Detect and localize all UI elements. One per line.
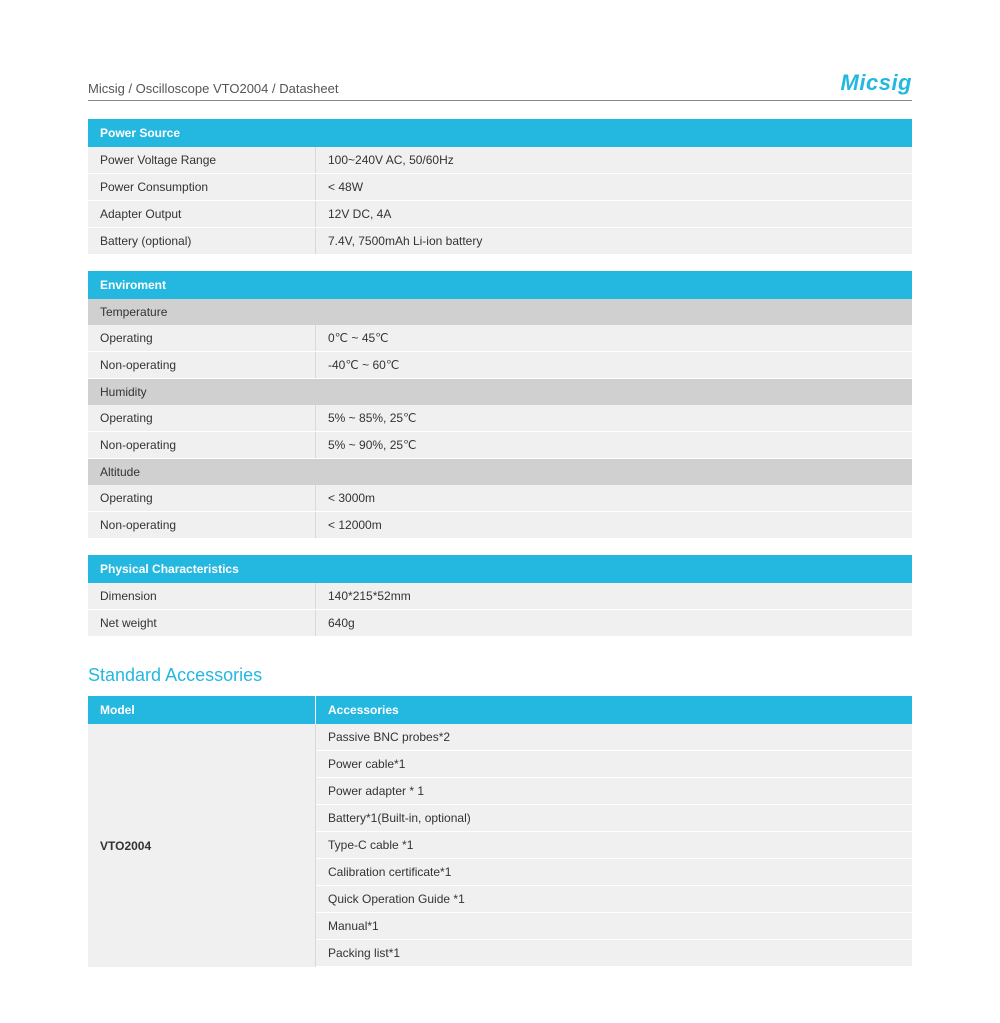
- row-label: Adapter Output: [88, 201, 316, 227]
- table-row: Non-operating -40℃ ~ 60℃: [88, 352, 912, 379]
- row-value: < 12000m: [316, 512, 912, 538]
- list-item: Power cable*1: [316, 751, 912, 778]
- row-label: Operating: [88, 485, 316, 511]
- row-label: Power Voltage Range: [88, 147, 316, 173]
- row-value: -40℃ ~ 60℃: [316, 352, 912, 378]
- column-header-model: Model: [88, 696, 316, 724]
- section-title-accessories: Standard Accessories: [88, 665, 912, 686]
- row-value: 100~240V AC, 50/60Hz: [316, 147, 912, 173]
- row-value: < 48W: [316, 174, 912, 200]
- list-item: Type-C cable *1: [316, 832, 912, 859]
- section-accessories: Model Accessories VTO2004 Passive BNC pr…: [88, 696, 912, 967]
- section-header-power: Power Source: [88, 119, 912, 147]
- breadcrumb: Micsig / Oscilloscope VTO2004 / Datashee…: [88, 81, 339, 96]
- table-row: Operating 5% ~ 85%, 25℃: [88, 405, 912, 432]
- section-environment: Enviroment Temperature Operating 0℃ ~ 45…: [88, 271, 912, 539]
- list-item: Passive BNC probes*2: [316, 724, 912, 751]
- sub-header-humidity: Humidity: [88, 379, 912, 405]
- list-item: Quick Operation Guide *1: [316, 886, 912, 913]
- table-row: Power Voltage Range 100~240V AC, 50/60Hz: [88, 147, 912, 174]
- section-power: Power Source Power Voltage Range 100~240…: [88, 119, 912, 255]
- table-row: Non-operating 5% ~ 90%, 25℃: [88, 432, 912, 459]
- row-label: Power Consumption: [88, 174, 316, 200]
- sub-header-altitude: Altitude: [88, 459, 912, 485]
- row-label: Battery (optional): [88, 228, 316, 254]
- row-value: 640g: [316, 610, 912, 636]
- row-label: Non-operating: [88, 512, 316, 538]
- row-label: Dimension: [88, 583, 316, 609]
- row-value: 140*215*52mm: [316, 583, 912, 609]
- section-header-environment: Enviroment: [88, 271, 912, 299]
- list-item: Battery*1(Built-in, optional): [316, 805, 912, 832]
- column-header-accessories: Accessories: [316, 696, 912, 724]
- row-value: 5% ~ 90%, 25℃: [316, 432, 912, 458]
- row-value: 12V DC, 4A: [316, 201, 912, 227]
- row-value: 7.4V, 7500mAh Li-ion battery: [316, 228, 912, 254]
- accessories-items: Passive BNC probes*2 Power cable*1 Power…: [316, 724, 912, 967]
- table-row: Net weight 640g: [88, 610, 912, 637]
- table-row: Operating < 3000m: [88, 485, 912, 512]
- list-item: Power adapter * 1: [316, 778, 912, 805]
- accessories-header: Model Accessories: [88, 696, 912, 724]
- row-label: Non-operating: [88, 352, 316, 378]
- brand-logo: Micsig: [841, 70, 912, 96]
- section-header-physical: Physical Characteristics: [88, 555, 912, 583]
- table-row: Dimension 140*215*52mm: [88, 583, 912, 610]
- table-row: Adapter Output 12V DC, 4A: [88, 201, 912, 228]
- table-row: Operating 0℃ ~ 45℃: [88, 325, 912, 352]
- page-header: Micsig / Oscilloscope VTO2004 / Datashee…: [88, 70, 912, 101]
- sub-header-temperature: Temperature: [88, 299, 912, 325]
- model-cell: VTO2004: [88, 724, 316, 967]
- table-row: Battery (optional) 7.4V, 7500mAh Li-ion …: [88, 228, 912, 255]
- row-value: 0℃ ~ 45℃: [316, 325, 912, 351]
- list-item: Packing list*1: [316, 940, 912, 967]
- row-value: 5% ~ 85%, 25℃: [316, 405, 912, 431]
- row-label: Operating: [88, 325, 316, 351]
- row-label: Non-operating: [88, 432, 316, 458]
- row-value: < 3000m: [316, 485, 912, 511]
- section-physical: Physical Characteristics Dimension 140*2…: [88, 555, 912, 637]
- table-row: Power Consumption < 48W: [88, 174, 912, 201]
- list-item: Manual*1: [316, 913, 912, 940]
- list-item: Calibration certificate*1: [316, 859, 912, 886]
- table-row: Non-operating < 12000m: [88, 512, 912, 539]
- row-label: Net weight: [88, 610, 316, 636]
- accessories-body: VTO2004 Passive BNC probes*2 Power cable…: [88, 724, 912, 967]
- row-label: Operating: [88, 405, 316, 431]
